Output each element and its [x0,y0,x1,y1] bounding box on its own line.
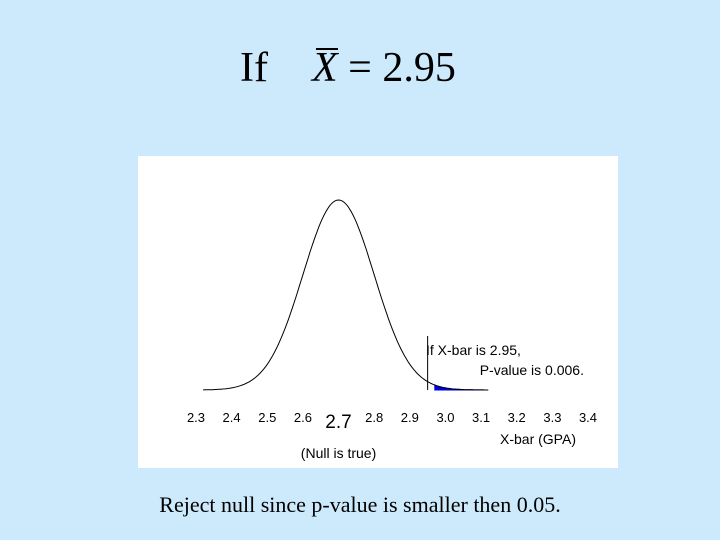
x-tick-label: 3.3 [543,410,561,425]
x-axis-label: X-bar (GPA) [500,431,576,447]
x-tick-label: 2.5 [258,410,276,425]
x-tick-label: 2.6 [294,410,312,425]
x-tick-label: 3.2 [508,410,526,425]
x-tick-label: 3.0 [436,410,454,425]
x-tick-label: 3.1 [472,410,490,425]
conclusion-text: Reject null since p-value is smaller the… [159,492,561,517]
x-tick-label-mean: 2.7 [325,412,351,433]
sample-mean-value: 2.95 [382,45,456,91]
x-tick-label: 3.4 [579,410,597,425]
xbar-overline [316,48,338,50]
x-tick-label: 2.3 [187,410,205,425]
annotation-line-1: If X-bar is 2.95, [426,342,521,358]
title-if: If [240,45,268,91]
sampling-distribution-chart: 2.3 2.4 2.5 2.6 2.7 2.8 2.9 3.0 3.1 3.2 3.3 3.4 (Nul… [187,199,597,461]
title-expression: X = 2.95 [312,44,456,92]
annotation-line-2: P-value is 0.006. [480,362,584,378]
x-tick-label: 2.4 [223,410,241,425]
x-tick-label: 2.8 [365,410,383,425]
x-tick-label: 2.9 [401,410,419,425]
chart-panel: 2.3 2.4 2.5 2.6 2.7 2.8 2.9 3.0 3.1 3.2 3.3 3.4 (Nul… [138,156,618,468]
equals-sign: = [348,45,372,91]
null-is-true-note: (Null is true) [301,445,376,461]
xbar-letter: X [312,45,338,91]
density-curve [203,199,489,391]
xbar-symbol: X [312,44,338,92]
